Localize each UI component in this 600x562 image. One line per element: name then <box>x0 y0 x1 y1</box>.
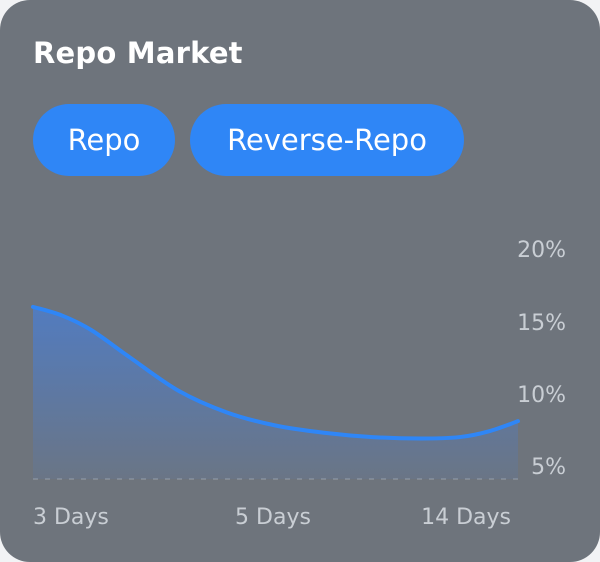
x-axis-label-3-days: 3 Days <box>33 505 109 530</box>
y-axis-label-5: 5% <box>531 455 566 480</box>
y-axis-label-10: 10% <box>517 383 566 408</box>
chart-line <box>31 304 520 441</box>
chart-area <box>33 306 518 479</box>
y-axis-label-20: 20% <box>517 238 566 263</box>
repo-tab[interactable]: Repo <box>33 104 175 176</box>
reverse-repo-tab[interactable]: Reverse-Repo <box>190 104 464 176</box>
x-axis-label-14-days: 14 Days <box>421 505 511 530</box>
card-title: Repo Market <box>33 36 243 70</box>
x-axis-label-5-days: 5 Days <box>235 505 311 530</box>
y-axis-label-15: 15% <box>517 311 566 336</box>
